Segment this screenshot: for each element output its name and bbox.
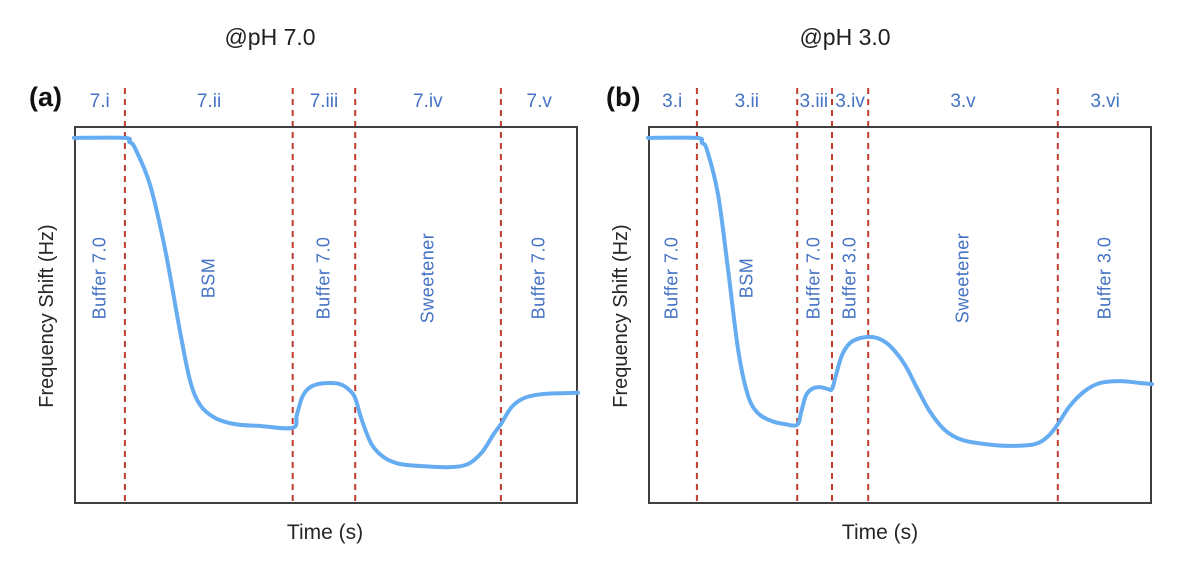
region-solution-label-7.iii: Buffer 7.0 <box>313 236 334 320</box>
phase-label-7.iii: 7.iii <box>309 91 339 112</box>
plot-border <box>74 126 578 504</box>
panel-b-chart-svg <box>646 88 1154 504</box>
region-solution-label-3.ii: BSM <box>736 257 757 299</box>
region-solution-label-7.i: Buffer 7.0 <box>89 236 110 320</box>
panel-a-plot: 7.i Buffer 7.0 7.ii BSM 7.iii Buffer 7.0 7.iv S… <box>72 85 580 504</box>
panel-b-y-axis-label: Frequency Shift (Hz) <box>610 224 632 408</box>
region-solution-label-7.ii: BSM <box>198 257 219 299</box>
panel-b-x-axis-label: Time (s) <box>841 521 919 544</box>
plot-border <box>648 126 1152 504</box>
region-solution-label-3.iii: Buffer 7.0 <box>803 236 824 320</box>
phase-label-3.ii: 3.ii <box>734 91 759 112</box>
panel-b-plot: 3.i Buffer 7.0 3.ii BSM 3.iii Buffer 7.0 3.iv B… <box>646 85 1154 504</box>
panel-a-corner-label: (a) <box>29 82 62 112</box>
region-solution-label-3.iv: Buffer 3.0 <box>839 236 860 320</box>
region-solution-label-7.iv: Sweetener <box>417 232 438 324</box>
region-solution-label-3.i: Buffer 7.0 <box>661 236 682 320</box>
panel-b-corner-label: (b) <box>606 82 641 112</box>
region-solution-label-3.vi: Buffer 3.0 <box>1094 236 1115 320</box>
phase-label-7.ii: 7.ii <box>196 91 222 112</box>
phase-label-3.i: 3.i <box>662 91 683 112</box>
phase-label-7.iv: 7.iv <box>413 91 443 112</box>
panel-b-title: @pH 3.0 <box>799 24 891 50</box>
phase-label-7.i: 7.i <box>89 91 110 112</box>
region-solution-label-7.v: Buffer 7.0 <box>528 236 549 320</box>
panel-a-chart-svg <box>72 88 580 504</box>
frequency-shift-curve <box>646 135 1154 448</box>
phase-label-3.v: 3.v <box>950 91 976 112</box>
phase-label-3.iv: 3.iv <box>835 91 865 112</box>
frequency-shift-curve <box>72 135 580 470</box>
region-solution-label-3.v: Sweetener <box>952 232 973 324</box>
panel-a-x-axis-label: Time (s) <box>286 521 364 544</box>
phase-label-7.v: 7.v <box>526 91 552 112</box>
panel-a-title: @pH 7.0 <box>224 24 316 50</box>
phase-label-3.iii: 3.iii <box>799 91 829 112</box>
panel-a-y-axis-label: Frequency Shift (Hz) <box>36 224 58 408</box>
phase-label-3.vi: 3.vi <box>1090 91 1120 112</box>
